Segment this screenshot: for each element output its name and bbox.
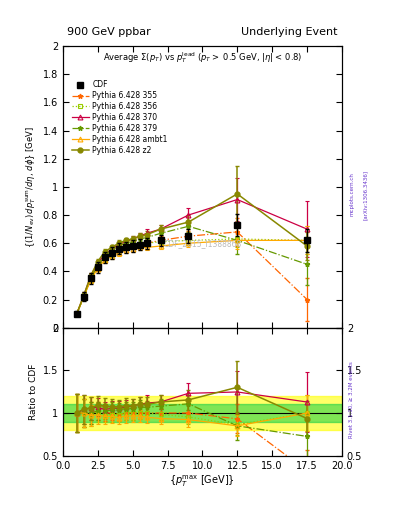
Text: Underlying Event: Underlying Event [241,27,338,37]
Text: Average $\Sigma(p_T)$ vs $p_T^\mathrm{lead}$ ($p_T >$ 0.5 GeV, $|\eta|$ < 0.8): Average $\Sigma(p_T)$ vs $p_T^\mathrm{le… [103,50,302,65]
Legend: CDF, Pythia 6.428 355, Pythia 6.428 356, Pythia 6.428 370, Pythia 6.428 379, Pyt: CDF, Pythia 6.428 355, Pythia 6.428 356,… [70,78,170,157]
Y-axis label: $\{(1/N_\mathrm{ev})\,dp_T^\mathrm{sum}/d\eta,\,d\phi\}$ [GeV]: $\{(1/N_\mathrm{ev})\,dp_T^\mathrm{sum}/… [25,126,39,248]
Text: CDF_2015_I1388868: CDF_2015_I1388868 [163,239,242,248]
X-axis label: $\{p_T^\mathrm{max}$ [GeV]$\}$: $\{p_T^\mathrm{max}$ [GeV]$\}$ [169,473,235,489]
Y-axis label: Ratio to CDF: Ratio to CDF [29,364,39,420]
Text: mcplots.cern.ch: mcplots.cern.ch [349,173,354,217]
Bar [63,404,342,421]
Text: 900 GeV ppbar: 900 GeV ppbar [67,27,151,37]
Text: Rivet 3.1.10, ≥ 3.2M events: Rivet 3.1.10, ≥ 3.2M events [349,361,354,438]
Bar [63,396,342,430]
Text: [arXiv:1306.3436]: [arXiv:1306.3436] [363,169,368,220]
